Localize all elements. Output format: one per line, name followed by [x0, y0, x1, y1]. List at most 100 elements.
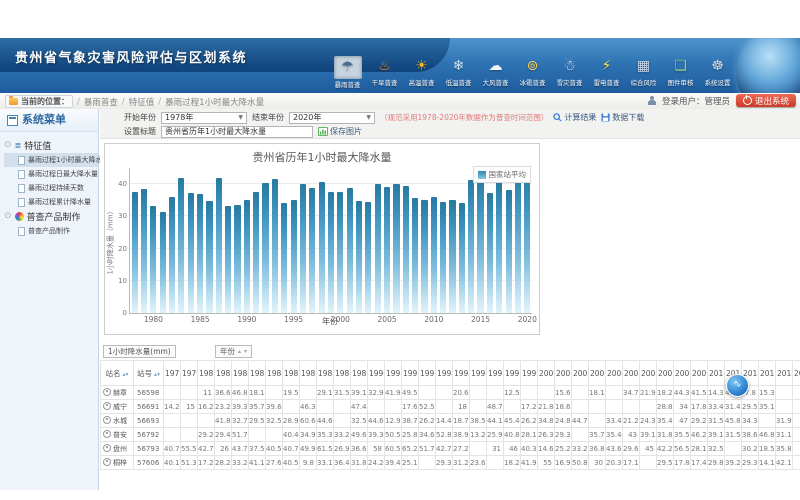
column-header-year[interactable]: 1999	[521, 361, 538, 386]
sort-desc-icon[interactable]: ▾	[244, 349, 247, 355]
sidebar-item[interactable]: 普查产品制作	[4, 224, 98, 238]
nav-item-composite-risk[interactable]: ▦综合风险	[625, 56, 662, 90]
chart-title-input[interactable]: 贵州省历年1小时最大降水量	[161, 126, 313, 138]
column-header-year[interactable]: 1990	[368, 361, 385, 386]
column-header-year[interactable]: 1979	[181, 361, 198, 386]
value-cell: 38.7	[402, 414, 419, 428]
radio-button[interactable]	[103, 402, 111, 410]
sidebar-group-1[interactable]: ⊙普查产品制作	[4, 209, 98, 224]
column-header-year[interactable]: 2014	[776, 361, 793, 386]
chart-legend[interactable]: 国家站平均	[473, 166, 532, 183]
sidebar-group-0[interactable]: ⊙≣特征值	[4, 138, 98, 153]
column-header-year[interactable]: 2005	[623, 361, 640, 386]
column-header-year[interactable]: 2007	[657, 361, 674, 386]
radio-button[interactable]	[103, 444, 111, 452]
radio-button[interactable]	[103, 430, 111, 438]
nav-item-low-temp[interactable]: ❄低温普查	[440, 56, 477, 90]
settings-icon: ☸	[705, 56, 731, 77]
radio-button[interactable]	[103, 388, 111, 396]
nav-item-label: 雪灾普查	[552, 78, 586, 87]
column-header-year[interactable]: 2000	[538, 361, 555, 386]
breadcrumb-item[interactable]: 暴雨普查	[84, 96, 118, 108]
column-field-button[interactable]: 年份 ▴ ▾	[215, 345, 252, 358]
column-header-year[interactable]: 1995	[453, 361, 470, 386]
sidebar-item[interactable]: 暴雨过程持续天数	[4, 181, 98, 195]
column-header-year[interactable]: 2006	[640, 361, 657, 386]
column-header-year[interactable]: 2009	[691, 361, 708, 386]
nav-item-settings[interactable]: ☸系统设置	[699, 56, 736, 90]
nav-item-rainstorm[interactable]: ☂暴雨普查	[329, 56, 366, 90]
tree-toggle-icon[interactable]: ⊙	[4, 212, 12, 221]
composite-risk-icon: ▦	[631, 56, 657, 77]
column-header-year[interactable]: 1983	[249, 361, 266, 386]
sidebar-item[interactable]: 暴雨过程日最大降水量	[4, 167, 98, 181]
breadcrumb-separator: /	[122, 97, 125, 107]
column-header-站号[interactable]: 站号 ▴▾	[134, 361, 164, 386]
tree-toggle-icon[interactable]: ⊙	[4, 141, 12, 150]
column-header-year[interactable]: 2004	[606, 361, 623, 386]
floating-assistant-widget[interactable]: ∿	[726, 374, 749, 397]
column-header-year[interactable]: 1996	[470, 361, 487, 386]
column-header-year[interactable]: 1989	[351, 361, 368, 386]
chart-bar	[141, 189, 147, 313]
column-header-year[interactable]: 1987	[317, 361, 334, 386]
y-tick-label: 0	[123, 309, 127, 317]
chart-bar	[459, 203, 465, 313]
column-header-year[interactable]: 2013	[759, 361, 776, 386]
save-image-button[interactable]: 保存图片	[318, 126, 362, 137]
sort-desc-icon[interactable]: ▾	[157, 371, 160, 378]
column-header-year[interactable]: 2002	[572, 361, 589, 386]
column-header-year[interactable]: 1994	[436, 361, 453, 386]
download-button[interactable]: 数据下载	[601, 112, 644, 123]
page-icon	[18, 184, 25, 193]
calculate-button[interactable]: 计算结果	[553, 112, 596, 123]
radio-button[interactable]	[103, 416, 111, 424]
chart-bar	[319, 182, 325, 313]
station-name: 赫章	[113, 389, 127, 397]
column-header-year[interactable]: 1988	[334, 361, 351, 386]
column-header-year[interactable]: 1993	[419, 361, 436, 386]
nav-item-map-review[interactable]: ❏图件审核	[662, 56, 699, 90]
value-field-button[interactable]: 1小时降水量(mm)	[103, 345, 176, 358]
column-header-year[interactable]: 1985	[283, 361, 300, 386]
column-header-站名[interactable]: 站名 ▴▾	[101, 361, 134, 386]
column-header-year[interactable]: 2010	[708, 361, 725, 386]
value-cell: 32.9	[368, 386, 385, 400]
column-header-year[interactable]: 1991	[385, 361, 402, 386]
column-header-year[interactable]: 1980	[198, 361, 215, 386]
value-cell	[266, 428, 283, 442]
sort-asc-icon[interactable]: ▴	[238, 349, 241, 355]
nav-item-wind[interactable]: ☁大风普查	[477, 56, 514, 90]
nav-item-snow[interactable]: ☃雪灾普查	[551, 56, 588, 90]
chart-bar	[169, 197, 175, 313]
nav-item-drought[interactable]: ♨干旱普查	[366, 56, 403, 90]
column-header-year[interactable]: 2008	[674, 361, 691, 386]
sidebar-item[interactable]: 暴雨过程1小时最大降水量	[4, 153, 98, 167]
column-header-year[interactable]: 1997	[487, 361, 504, 386]
radio-button[interactable]	[103, 458, 111, 466]
value-cell	[623, 400, 640, 414]
column-header-year[interactable]: 1984	[266, 361, 283, 386]
sidebar-item[interactable]: 暴雨过程累计降水量	[4, 195, 98, 209]
column-header-year[interactable]: 2015	[793, 361, 800, 386]
column-header-year[interactable]: 1982	[232, 361, 249, 386]
sort-desc-icon[interactable]: ▾	[125, 371, 128, 378]
value-cell: 23.6	[470, 456, 487, 470]
column-header-year[interactable]: 1986	[300, 361, 317, 386]
column-header-year[interactable]: 2001	[555, 361, 572, 386]
end-year-select[interactable]: 2020年 ▼	[289, 112, 375, 124]
chart-bar	[412, 198, 418, 313]
column-header-year[interactable]: 1981	[215, 361, 232, 386]
chart-bar	[468, 180, 474, 313]
nav-item-hail[interactable]: ⊚冰雹普查	[514, 56, 551, 90]
nav-item-high-temp[interactable]: ☀高温普查	[403, 56, 440, 90]
column-header-year[interactable]: 2003	[589, 361, 606, 386]
start-year-select[interactable]: 1978年 ▼	[161, 112, 247, 124]
nav-item-lightning[interactable]: ⚡雷电普查	[588, 56, 625, 90]
column-header-year[interactable]: 1998	[504, 361, 521, 386]
breadcrumb-item[interactable]: 特征值	[129, 96, 155, 108]
column-header-year[interactable]: 1992	[402, 361, 419, 386]
column-header-year[interactable]: 1978	[164, 361, 181, 386]
table-row: 赫章565981136.646.818.119.529.131.539.132.…	[101, 386, 800, 400]
logout-button[interactable]: 退出系统	[736, 94, 796, 107]
